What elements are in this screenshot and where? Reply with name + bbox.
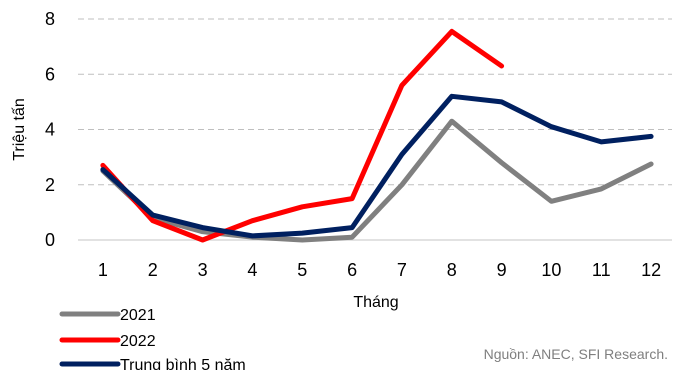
x-tick-4: 4 xyxy=(247,260,257,280)
x-tick-9: 9 xyxy=(497,260,507,280)
y-tick-0: 0 xyxy=(45,230,55,250)
x-tick-2: 2 xyxy=(148,260,158,280)
y-tick-2: 2 xyxy=(45,175,55,195)
y-tick-labels: 0 2 4 6 8 xyxy=(45,9,55,250)
y-tick-8: 8 xyxy=(45,9,55,29)
x-tick-5: 5 xyxy=(297,260,307,280)
source-note: Nguồn: ANEC, SFI Research. xyxy=(483,346,668,362)
x-tick-6: 6 xyxy=(347,260,357,280)
x-axis-title: Tháng xyxy=(353,294,398,311)
x-tick-1: 1 xyxy=(98,260,108,280)
legend: 2021 2022 Trung bình 5 năm xyxy=(59,307,246,370)
x-tick-10: 10 xyxy=(541,260,561,280)
series-line-1 xyxy=(100,118,654,243)
x-tick-7: 7 xyxy=(397,260,407,280)
x-tick-3: 3 xyxy=(198,260,208,280)
gridlines xyxy=(78,18,672,186)
x-tick-labels: 1 2 3 4 5 6 7 8 9 10 11 12 xyxy=(98,260,661,280)
series-lines xyxy=(100,28,654,243)
y-axis-title: Triệu tấn xyxy=(11,98,28,161)
x-tick-8: 8 xyxy=(447,260,457,280)
x-tick-11: 11 xyxy=(592,260,611,280)
series-line-3 xyxy=(100,93,654,239)
legend-label-1: 2021 xyxy=(120,307,156,324)
y-tick-4: 4 xyxy=(45,120,55,140)
y-tick-6: 6 xyxy=(45,64,55,84)
x-tick-12: 12 xyxy=(641,260,661,280)
legend-label-3: Trung bình 5 năm xyxy=(120,357,246,370)
series-line-2 xyxy=(100,28,505,243)
legend-label-2: 2022 xyxy=(120,333,156,350)
